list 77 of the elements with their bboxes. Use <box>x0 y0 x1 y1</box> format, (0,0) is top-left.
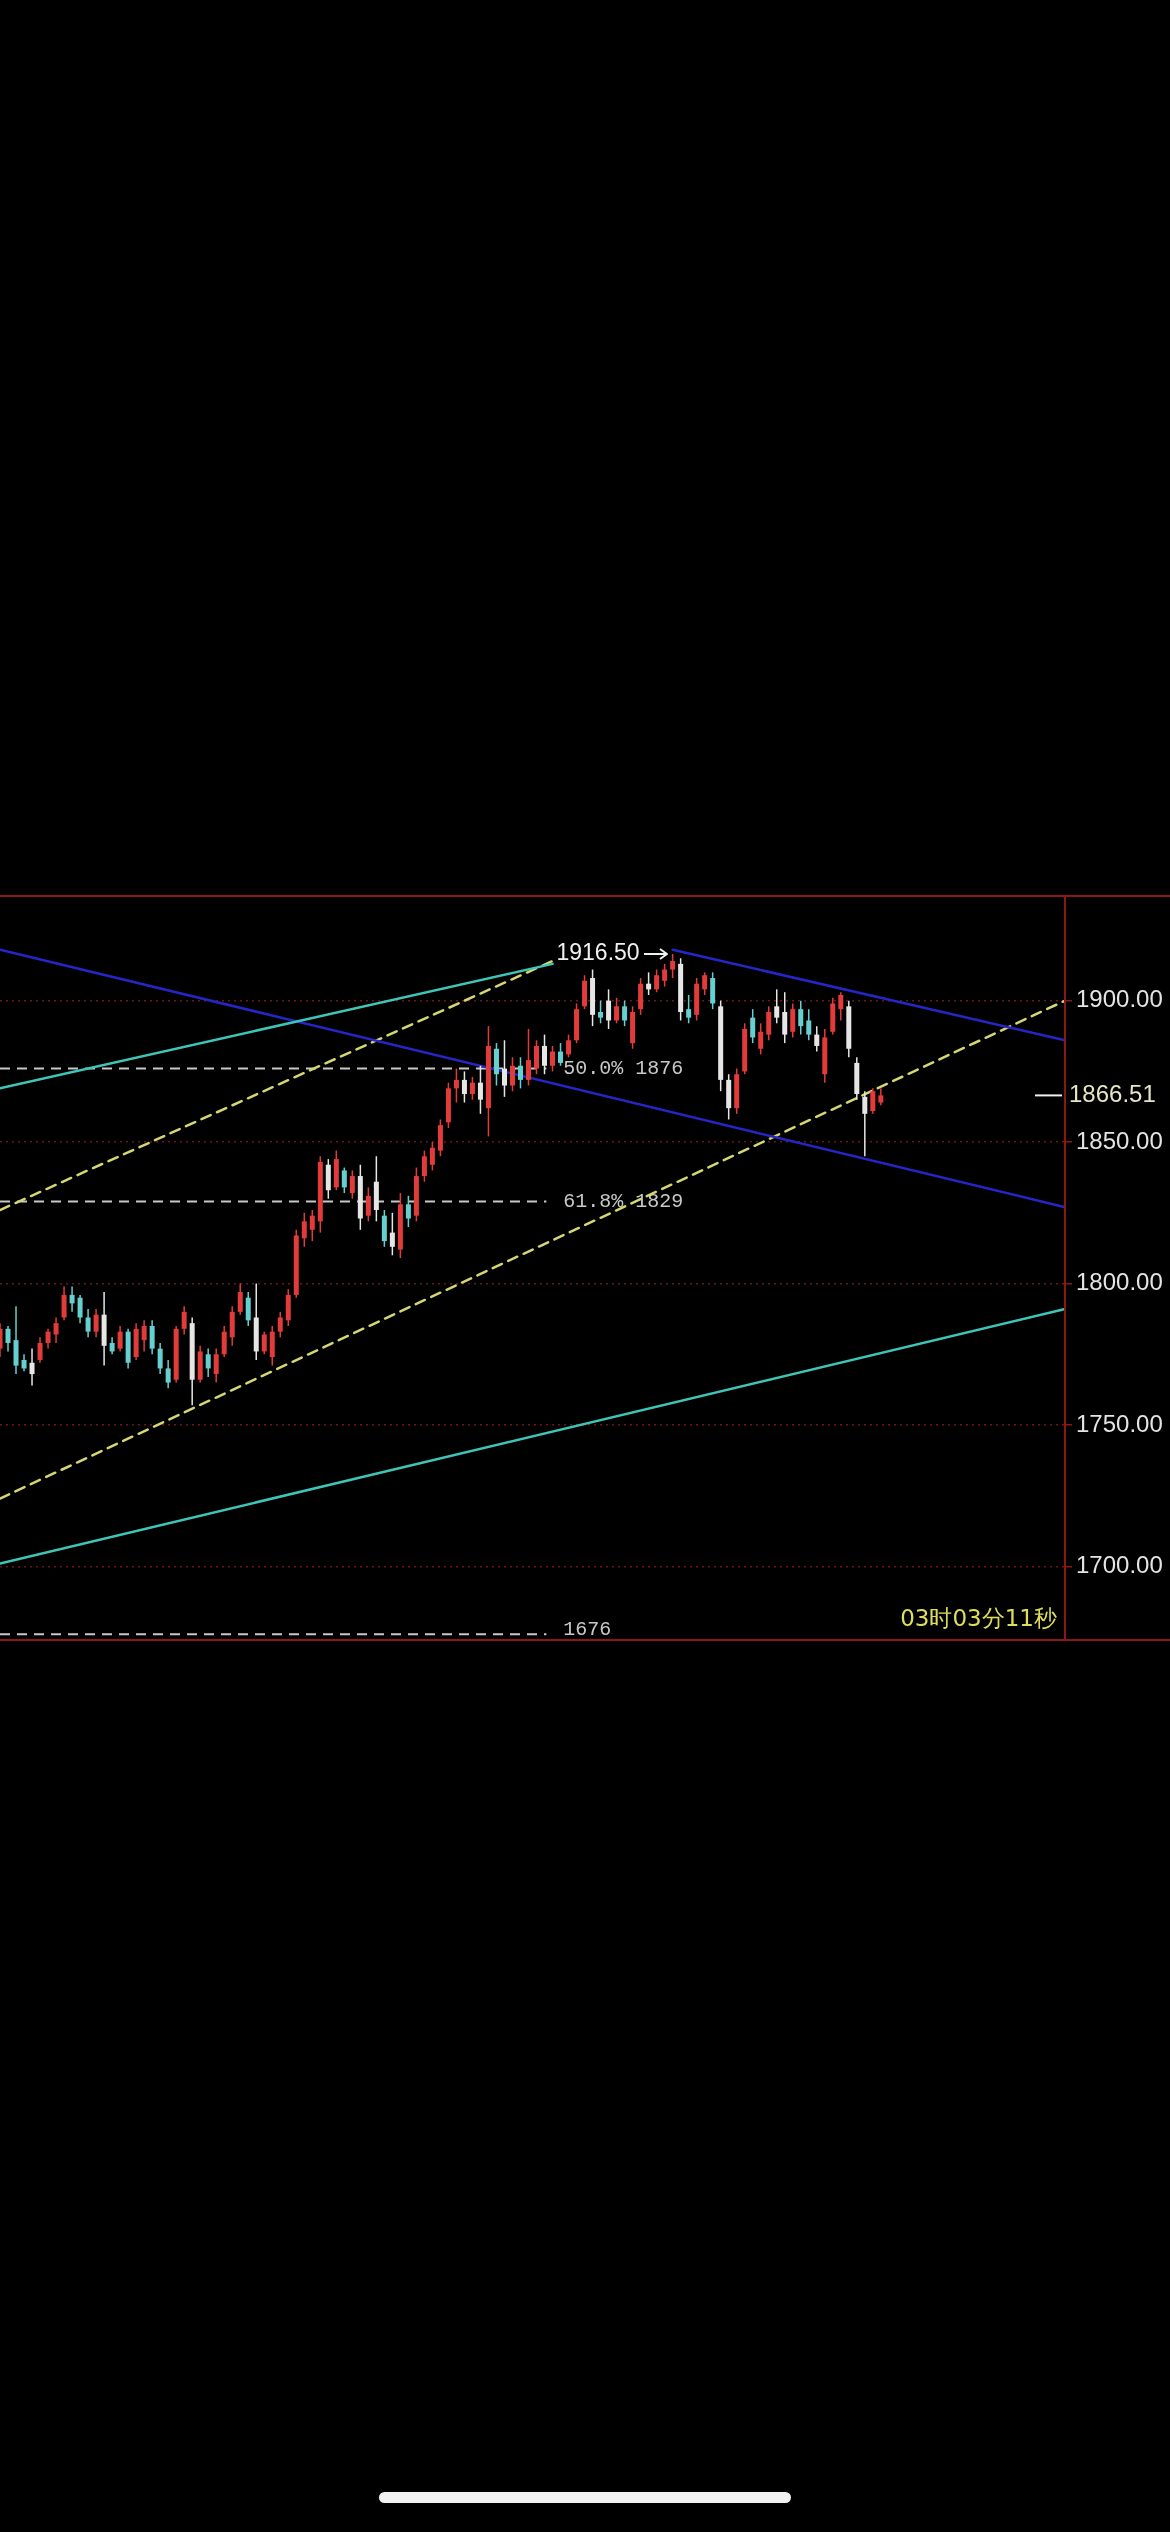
candlestick <box>758 1022 764 1056</box>
candlestick <box>782 991 788 1044</box>
candlestick <box>501 1039 507 1098</box>
candlestick <box>662 963 668 988</box>
candlestick <box>774 988 780 1025</box>
candlestick <box>598 999 604 1025</box>
candlestick <box>221 1325 227 1358</box>
candlestick <box>477 1064 483 1115</box>
candlestick <box>766 1005 772 1042</box>
candlestick <box>862 1090 868 1158</box>
candlestick <box>469 1076 475 1101</box>
candlestick <box>614 997 620 1025</box>
candlestick <box>686 994 692 1025</box>
candlestick <box>461 1070 467 1104</box>
y-tick-label: 1800.00 <box>1076 1268 1163 1296</box>
y-tick-label: 1700.00 <box>1076 1551 1163 1579</box>
candlestick <box>61 1285 67 1322</box>
candlestick <box>542 1033 548 1075</box>
candlestick <box>526 1028 531 1087</box>
candlestick <box>301 1212 307 1248</box>
candlestick <box>509 1056 515 1092</box>
candlestick <box>53 1316 59 1344</box>
candlestick <box>277 1311 283 1339</box>
candlestick <box>838 991 844 1022</box>
candlestick <box>389 1212 395 1257</box>
annotation: 1916.50 <box>556 939 640 966</box>
candlestick <box>69 1285 75 1313</box>
candlestick <box>558 1042 564 1067</box>
candlestick <box>806 1008 812 1042</box>
candlestick <box>341 1166 347 1194</box>
y-tick-label: 1900.00 <box>1076 985 1163 1013</box>
candlestick <box>750 1008 756 1044</box>
y-tick-label: 1750.00 <box>1076 1409 1163 1437</box>
candlestick <box>453 1067 459 1104</box>
candlestick <box>421 1149 427 1183</box>
candlestick <box>798 999 804 1036</box>
candlestick <box>85 1308 91 1339</box>
candlestick <box>349 1169 355 1200</box>
candlestick <box>790 1002 796 1039</box>
text: 1866.51 <box>1069 1080 1156 1108</box>
candlestick <box>93 1308 99 1339</box>
candlestick <box>205 1347 211 1378</box>
candlestick <box>157 1342 163 1375</box>
ref-line-label: 50.0% 1876 <box>563 1056 684 1080</box>
candlestick <box>261 1330 267 1356</box>
annotation: 03时03分11秒 <box>900 1604 1057 1631</box>
candlestick <box>429 1141 435 1172</box>
candlestick <box>181 1305 187 1336</box>
candlestick <box>117 1325 123 1353</box>
candlestick <box>814 1025 820 1053</box>
candlestick <box>654 968 660 993</box>
candlestick <box>45 1328 51 1350</box>
candlestick <box>517 1056 523 1090</box>
candlestick <box>622 999 628 1027</box>
candlestick <box>870 1087 876 1115</box>
y-tick-label: 1850.00 <box>1076 1126 1163 1154</box>
candlestick <box>534 1039 539 1075</box>
candlestick <box>37 1336 43 1364</box>
ref-line-label: 1676 <box>563 1618 612 1642</box>
candlestick <box>550 1045 556 1073</box>
candlestick <box>5 1325 11 1353</box>
candlestick <box>165 1359 171 1389</box>
candlestick <box>237 1282 243 1316</box>
candlestick <box>670 953 676 979</box>
candlestick <box>77 1294 83 1324</box>
candlestick <box>606 988 612 1030</box>
candlestick <box>566 1033 572 1058</box>
candlestick <box>245 1291 251 1327</box>
candlestick <box>213 1347 219 1384</box>
candlestick <box>405 1195 411 1228</box>
ref-line-label: 61.8% 1829 <box>563 1189 684 1213</box>
candlestick <box>149 1319 155 1356</box>
candlestick <box>365 1186 371 1223</box>
candlestick <box>29 1347 35 1387</box>
candlestick <box>702 971 708 996</box>
candlestick <box>309 1209 315 1242</box>
candlestick <box>141 1319 147 1353</box>
